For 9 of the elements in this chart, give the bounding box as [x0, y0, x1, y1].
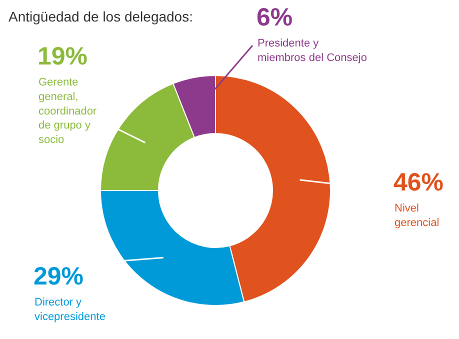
data-label: 29%: [34, 262, 84, 290]
chart-title: Antigüedad de los delegados:: [8, 8, 193, 24]
slice-label: Nivel gerencial: [394, 202, 440, 229]
slice-label: Gerente general, coordinador de grupo y socio: [38, 76, 97, 146]
data-label: 6%: [256, 4, 293, 32]
data-label: 46%: [394, 168, 444, 196]
data-label: 19%: [38, 42, 88, 70]
slice-label: Director y vicepresidente: [34, 296, 106, 323]
slice-label: Presidente y miembros del Consejo: [258, 38, 367, 64]
